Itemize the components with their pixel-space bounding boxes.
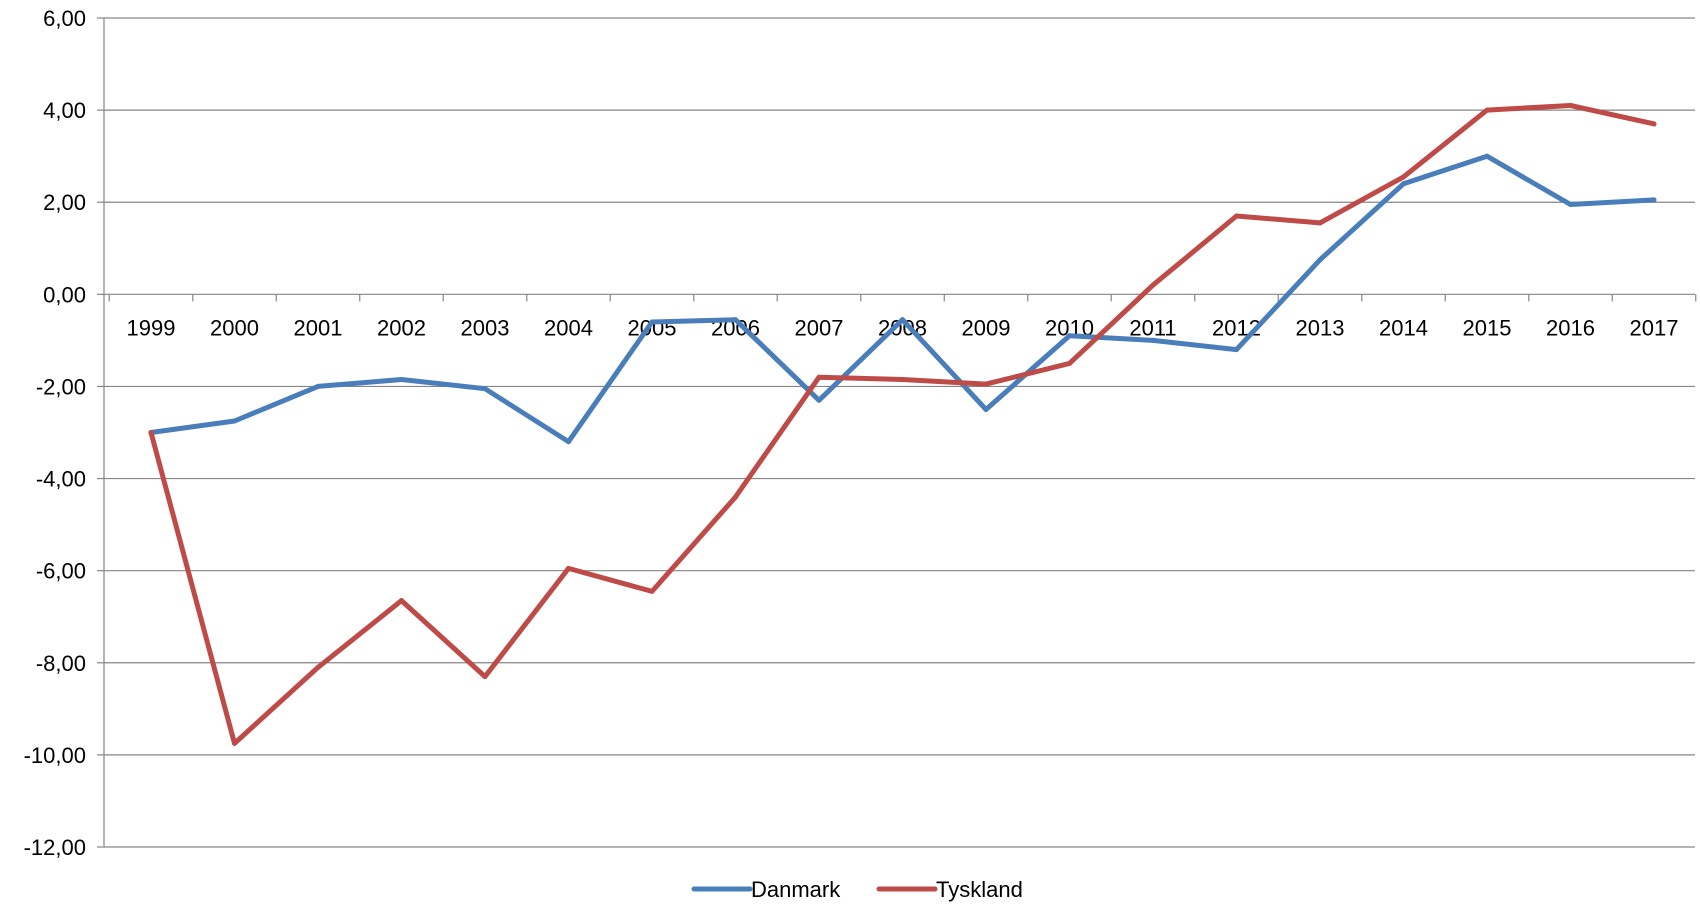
axes <box>97 17 1697 848</box>
data-point-tyskland <box>733 494 738 500</box>
data-point-tyskland <box>315 664 321 670</box>
data-point-danmark <box>566 439 571 445</box>
data-point-danmark <box>1401 181 1406 187</box>
x-tick-label: 2017 <box>1630 315 1679 340</box>
data-point-tyskland <box>1317 220 1323 226</box>
data-point-danmark <box>649 319 655 325</box>
data-point-tyskland <box>983 381 989 387</box>
data-point-danmark <box>816 397 822 403</box>
data-point-danmark <box>1317 257 1323 263</box>
data-point-tyskland <box>1401 174 1406 180</box>
y-tick-label: -8,00 <box>36 651 86 676</box>
data-point-tyskland <box>900 377 905 383</box>
data-point-tyskland <box>1067 360 1072 366</box>
data-point-tyskland <box>816 374 822 380</box>
x-tick-label: 1999 <box>127 315 176 340</box>
x-tick-label: 2003 <box>461 315 510 340</box>
data-point-danmark <box>1651 197 1657 203</box>
data-point-danmark <box>482 386 488 392</box>
series-line-tyskland <box>148 103 1657 746</box>
legend-label-danmark: Danmark <box>751 877 841 902</box>
data-point-tyskland <box>1568 103 1573 109</box>
data-point-danmark <box>315 383 321 389</box>
x-tick-label: 2014 <box>1379 315 1428 340</box>
y-tick-label: 0,00 <box>43 282 86 307</box>
data-point-tyskland <box>482 674 488 680</box>
data-point-tyskland <box>1234 213 1239 219</box>
data-point-danmark <box>1067 333 1072 339</box>
x-tick-label: 2009 <box>962 315 1011 340</box>
data-point-danmark <box>1484 153 1490 159</box>
x-tick-label: 2002 <box>377 315 426 340</box>
series-line-danmark <box>148 153 1657 445</box>
y-tick-label: 2,00 <box>43 190 86 215</box>
x-tick-label: 2001 <box>294 315 343 340</box>
y-tick-labels: 6,00 4,00 2,00 0,00 -2,00 -4,00 -6,00 -8,00 -10,… <box>24 6 86 860</box>
data-point-danmark <box>733 317 738 323</box>
data-point-danmark <box>900 317 905 323</box>
data-point-danmark <box>232 418 237 424</box>
y-tick-label: 4,00 <box>43 98 86 123</box>
y-tick-label: -2,00 <box>36 374 86 399</box>
x-tick-label: 2000 <box>210 315 259 340</box>
legend-label-tyskland: Tyskland <box>936 877 1023 902</box>
data-point-tyskland <box>649 588 655 594</box>
x-tick-label: 2013 <box>1296 315 1345 340</box>
data-point-tyskland <box>1651 121 1657 127</box>
data-point-tyskland <box>148 430 154 435</box>
legend: Danmark Tyskland <box>691 877 1023 902</box>
x-tick-label: 2007 <box>795 315 844 340</box>
data-point-danmark <box>1150 337 1156 343</box>
gridlines <box>104 17 1695 848</box>
data-point-danmark <box>1234 347 1239 353</box>
x-tick-label: 2016 <box>1546 315 1595 340</box>
data-point-danmark <box>1568 202 1573 208</box>
x-tick-label: 2012 <box>1212 315 1261 340</box>
series-lines <box>148 103 1657 746</box>
x-tick-label: 2015 <box>1463 315 1512 340</box>
data-point-danmark <box>399 377 404 383</box>
data-point-danmark <box>983 406 989 412</box>
y-tick-label: -4,00 <box>36 467 86 492</box>
y-tick-label: -10,00 <box>24 743 86 768</box>
y-tick-label: -6,00 <box>36 559 86 584</box>
data-point-tyskland <box>1150 282 1156 288</box>
data-point-tyskland <box>399 598 404 604</box>
data-point-tyskland <box>1484 107 1490 113</box>
data-point-tyskland <box>566 565 571 571</box>
x-tick-label: 2011 <box>1129 315 1176 340</box>
x-tick-label: 2004 <box>544 315 593 340</box>
data-point-tyskland <box>232 740 237 746</box>
y-tick-label: -12,00 <box>24 835 86 860</box>
y-tick-label: 6,00 <box>43 6 86 31</box>
